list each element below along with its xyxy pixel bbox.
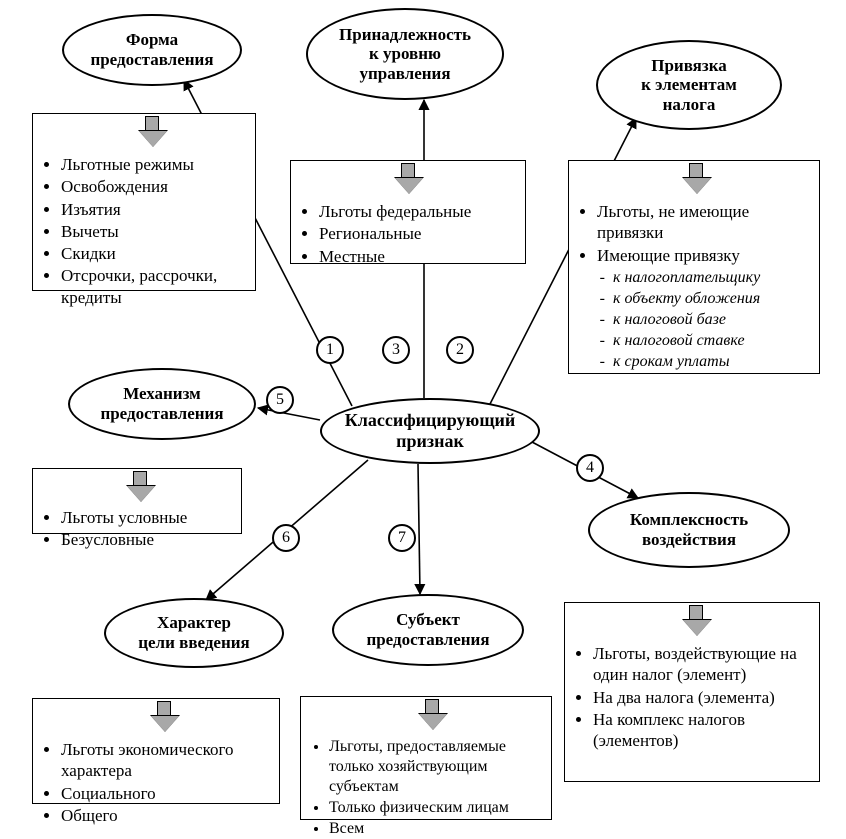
down-arrow-icon (683, 163, 709, 195)
node-1-ellipse: Форма предоставления (62, 14, 242, 86)
list-item: Только физическим лицам (329, 798, 541, 818)
node-5-box: Льготы условные Безусловные (32, 468, 242, 534)
down-arrow-icon (139, 116, 165, 148)
sub-item: к налоговой базе (613, 310, 809, 330)
sub-item: к налоговой ставке (613, 331, 809, 351)
down-arrow-icon (151, 701, 177, 733)
list-item: Изъятия (61, 199, 245, 220)
branch-number-4: 4 (576, 454, 604, 482)
list-item: Льготы условные (61, 507, 231, 528)
down-arrow-icon (127, 471, 153, 503)
down-arrow-icon (395, 163, 421, 195)
branch-number-6: 6 (272, 524, 300, 552)
list-item: Льготы, не имеющие привязки (597, 201, 809, 244)
node-3-ellipse: Принадлежность к уровню управления (306, 8, 504, 100)
node-1-line2: предоставления (90, 50, 213, 70)
branch-number-1: 1 (316, 336, 344, 364)
list-item-label: Имеющие привязку (597, 246, 740, 265)
node-6-box: Льготы экономиче­ского характера Социаль… (32, 698, 280, 804)
list-item: Отсрочки, рассроч­ки, кредиты (61, 265, 245, 308)
node-7-line1: Субъект (366, 610, 489, 630)
branch-number-7: 7 (388, 524, 416, 552)
list-item: Имеющие привязку к налогоплательщику к о… (597, 245, 809, 372)
node-1-line1: Форма (90, 30, 213, 50)
list-item: На два налога (элемен­та) (593, 687, 809, 708)
list-item: Безусловные (61, 529, 231, 550)
node-5-line1: Механизм (100, 384, 223, 404)
list-item: Льготы, воздействую­щие на один налог (э… (593, 643, 809, 686)
node-5-line2: предоставления (100, 404, 223, 424)
node-3-box: Льготы федераль­ные Региональные Местные (290, 160, 526, 264)
node-1-box: Льготные режимы Освобождения Изъятия Выч… (32, 113, 256, 291)
sub-item: к срокам уплаты (613, 352, 809, 372)
branch-number-2: 2 (446, 336, 474, 364)
node-7-line2: предоставления (366, 630, 489, 650)
node-2-line1: Привязка (641, 56, 737, 76)
sub-item: к налогоплательщику (613, 268, 809, 288)
node-6-line2: цели введения (138, 633, 250, 653)
node-4-line1: Комплексность (630, 510, 748, 530)
list-item: Региональные (319, 223, 515, 244)
node-4-box: Льготы, воздействую­щие на один налог (э… (564, 602, 820, 782)
list-item: Льготы, предоставляемые только хозяйству… (329, 737, 541, 797)
center-node: Классифицирующий признак (320, 398, 540, 464)
center-line2: признак (345, 431, 516, 452)
node-5-ellipse: Механизм предоставления (68, 368, 256, 440)
list-item: Социального (61, 783, 269, 804)
sub-item: к объекту обложения (613, 289, 809, 309)
center-line1: Классифицирующий (345, 410, 516, 431)
list-item: Местные (319, 246, 515, 267)
branch-number-3: 3 (382, 336, 410, 364)
branch-number-5: 5 (266, 386, 294, 414)
node-3-line2: к уровню (339, 44, 471, 64)
diagram-stage: Классифицирующий признак Форма предостав… (0, 0, 846, 828)
node-4-ellipse: Комплексность воздействия (588, 492, 790, 568)
list-item: Всем (329, 819, 541, 839)
node-3-line3: управления (339, 64, 471, 84)
node-2-ellipse: Привязка к элементам налога (596, 40, 782, 130)
node-2-box: Льготы, не имеющие привязки Имеющие прив… (568, 160, 820, 374)
list-item: На комплекс налогов (элементов) (593, 709, 809, 752)
node-3-line1: Принадлежность (339, 25, 471, 45)
list-item: Льготные режимы (61, 154, 245, 175)
list-item: Льготы экономиче­ского характера (61, 739, 269, 782)
down-arrow-icon (419, 699, 445, 731)
node-7-ellipse: Субъект предоставления (332, 594, 524, 666)
list-item: Вычеты (61, 221, 245, 242)
list-item: Льготы федераль­ные (319, 201, 515, 222)
node-6-ellipse: Характер цели введения (104, 598, 284, 668)
list-item: Освобождения (61, 176, 245, 197)
node-6-line1: Характер (138, 613, 250, 633)
node-2-line2: к элементам (641, 75, 737, 95)
list-item: Общего (61, 805, 269, 826)
node-2-line3: налога (641, 95, 737, 115)
node-7-box: Льготы, предоставляемые только хозяйству… (300, 696, 552, 820)
down-arrow-icon (683, 605, 709, 637)
list-item: Скидки (61, 243, 245, 264)
node-4-line2: воздействия (630, 530, 748, 550)
